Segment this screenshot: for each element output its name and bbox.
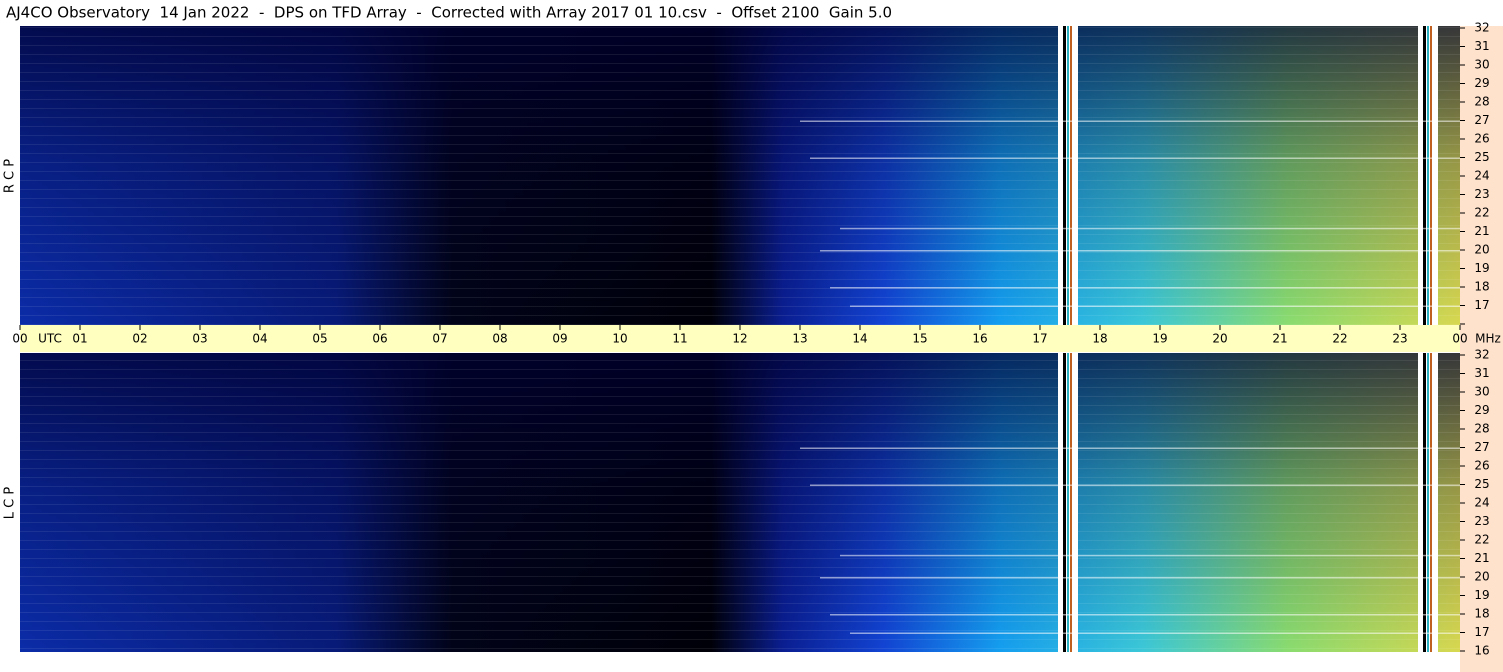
x-tick-label: 11 xyxy=(672,332,687,346)
data-gap-band xyxy=(1427,26,1429,325)
x-tick-label: 18 xyxy=(1092,332,1107,346)
y-tick-label: 29 xyxy=(1474,403,1489,417)
y-tick-label: 24 xyxy=(1474,496,1489,510)
x-axis-label: UTC xyxy=(38,332,62,346)
y-tick-label: 29 xyxy=(1474,76,1489,90)
y-tick-label: 26 xyxy=(1474,459,1489,473)
y-tick-label: 22 xyxy=(1474,206,1489,220)
x-tick-label: 16 xyxy=(972,332,987,346)
x-tick-label: 22 xyxy=(1332,332,1347,346)
y-tick-label: 23 xyxy=(1474,514,1489,528)
x-tick-label: 03 xyxy=(192,332,207,346)
y-tick-label: 31 xyxy=(1474,366,1489,380)
data-gap-band xyxy=(1423,26,1426,325)
rfi-line xyxy=(830,287,1460,289)
x-tick-label: 02 xyxy=(132,332,147,346)
rfi-line xyxy=(820,577,1460,579)
y-tick-label: 20 xyxy=(1474,243,1489,257)
panel-label: R C P xyxy=(3,159,18,193)
y-tick-label: 27 xyxy=(1474,113,1489,127)
data-gap-band xyxy=(1423,353,1426,652)
y-tick-label: 25 xyxy=(1474,150,1489,164)
y-tick-label: 21 xyxy=(1474,551,1489,565)
y-tick-label: 21 xyxy=(1474,224,1489,238)
x-tick-label: 01 xyxy=(72,332,87,346)
rfi-line xyxy=(800,447,1460,449)
data-gap-band xyxy=(1427,353,1429,652)
rfi-line xyxy=(830,614,1460,616)
data-gap-band xyxy=(1070,353,1072,652)
title-bar xyxy=(0,0,1503,26)
spectrogram-streaks xyxy=(20,26,1460,325)
y-tick-label: 31 xyxy=(1474,39,1489,53)
y-tick-label: 18 xyxy=(1474,607,1489,621)
data-gap-band xyxy=(1070,26,1072,325)
x-tick-label: 13 xyxy=(792,332,807,346)
x-tick-label: 15 xyxy=(912,332,927,346)
rfi-line xyxy=(810,157,1460,159)
rfi-line xyxy=(840,554,1460,557)
x-tick-label: 23 xyxy=(1392,332,1407,346)
data-gap-band xyxy=(1430,26,1432,325)
y-tick-label: 20 xyxy=(1474,570,1489,584)
rfi-line xyxy=(850,305,1460,307)
y-tick-label: 17 xyxy=(1474,625,1489,639)
y-tick-label: 26 xyxy=(1474,132,1489,146)
data-gap-band xyxy=(1067,353,1069,652)
y-tick-label: 25 xyxy=(1474,477,1489,491)
x-tick-label: 06 xyxy=(372,332,387,346)
y-tick-label: 19 xyxy=(1474,588,1489,602)
y-tick-label: 30 xyxy=(1474,58,1489,72)
rfi-line xyxy=(800,120,1460,122)
y-tick-label: 18 xyxy=(1474,280,1489,294)
data-gap-band xyxy=(1430,353,1432,652)
x-tick-label: 21 xyxy=(1272,332,1287,346)
y-tick-label: 24 xyxy=(1474,169,1489,183)
x-tick-label: 10 xyxy=(612,332,627,346)
rfi-line xyxy=(840,227,1460,230)
y-tick-label: 19 xyxy=(1474,261,1489,275)
x-tick-label: 19 xyxy=(1152,332,1167,346)
data-gap-band xyxy=(1067,26,1069,325)
freq-axis-strip xyxy=(1460,26,1503,672)
y-tick-label: 22 xyxy=(1474,533,1489,547)
y-tick-label: 32 xyxy=(1474,348,1489,362)
y-tick-label: 27 xyxy=(1474,440,1489,454)
chart-title: AJ4CO Observatory 14 Jan 2022 - DPS on T… xyxy=(6,4,892,22)
y-tick-label: 23 xyxy=(1474,187,1489,201)
x-tick-label: 00 xyxy=(1452,332,1467,346)
x-tick-label: 09 xyxy=(552,332,567,346)
rfi-line xyxy=(820,250,1460,252)
y-axis-label: MHz xyxy=(1475,332,1501,346)
spectrogram-streaks xyxy=(20,353,1460,652)
x-tick-label: 04 xyxy=(252,332,267,346)
panel-label: L C P xyxy=(3,487,18,520)
data-gap-band xyxy=(1063,353,1066,652)
x-tick-label: 14 xyxy=(852,332,867,346)
y-tick-label: 28 xyxy=(1474,95,1489,109)
y-tick-label: 17 xyxy=(1474,298,1489,312)
x-tick-label: 07 xyxy=(432,332,447,346)
y-tick-label: 28 xyxy=(1474,422,1489,436)
x-tick-label: 08 xyxy=(492,332,507,346)
x-tick-label: 20 xyxy=(1212,332,1227,346)
y-tick-label: 16 xyxy=(1474,644,1489,658)
x-tick-label: 17 xyxy=(1032,332,1047,346)
y-tick-label: 32 xyxy=(1474,21,1489,35)
rfi-line xyxy=(850,632,1460,634)
x-tick-label: 00 xyxy=(12,332,27,346)
rfi-line xyxy=(810,484,1460,486)
data-gap-band xyxy=(1063,26,1066,325)
y-tick-label: 30 xyxy=(1474,385,1489,399)
x-tick-label: 05 xyxy=(312,332,327,346)
x-tick-label: 12 xyxy=(732,332,747,346)
